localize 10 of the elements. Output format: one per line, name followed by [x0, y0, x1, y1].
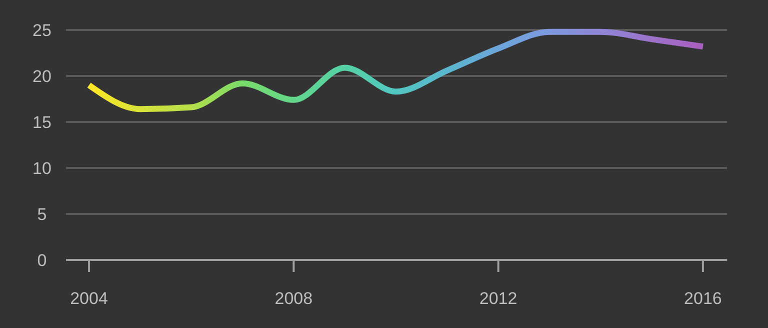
y-tick-label: 5 — [37, 204, 47, 224]
x-tick-label: 2016 — [684, 289, 722, 308]
y-tick-label: 0 — [37, 250, 47, 270]
x-tick-label: 2012 — [479, 289, 518, 308]
x-tick-label: 2004 — [70, 289, 108, 308]
y-tick-label: 20 — [32, 66, 52, 86]
x-tick-label: 2008 — [274, 289, 313, 308]
y-tick-label: 25 — [32, 20, 52, 40]
y-tick-label: 10 — [32, 158, 52, 178]
y-tick-label: 15 — [32, 112, 52, 132]
